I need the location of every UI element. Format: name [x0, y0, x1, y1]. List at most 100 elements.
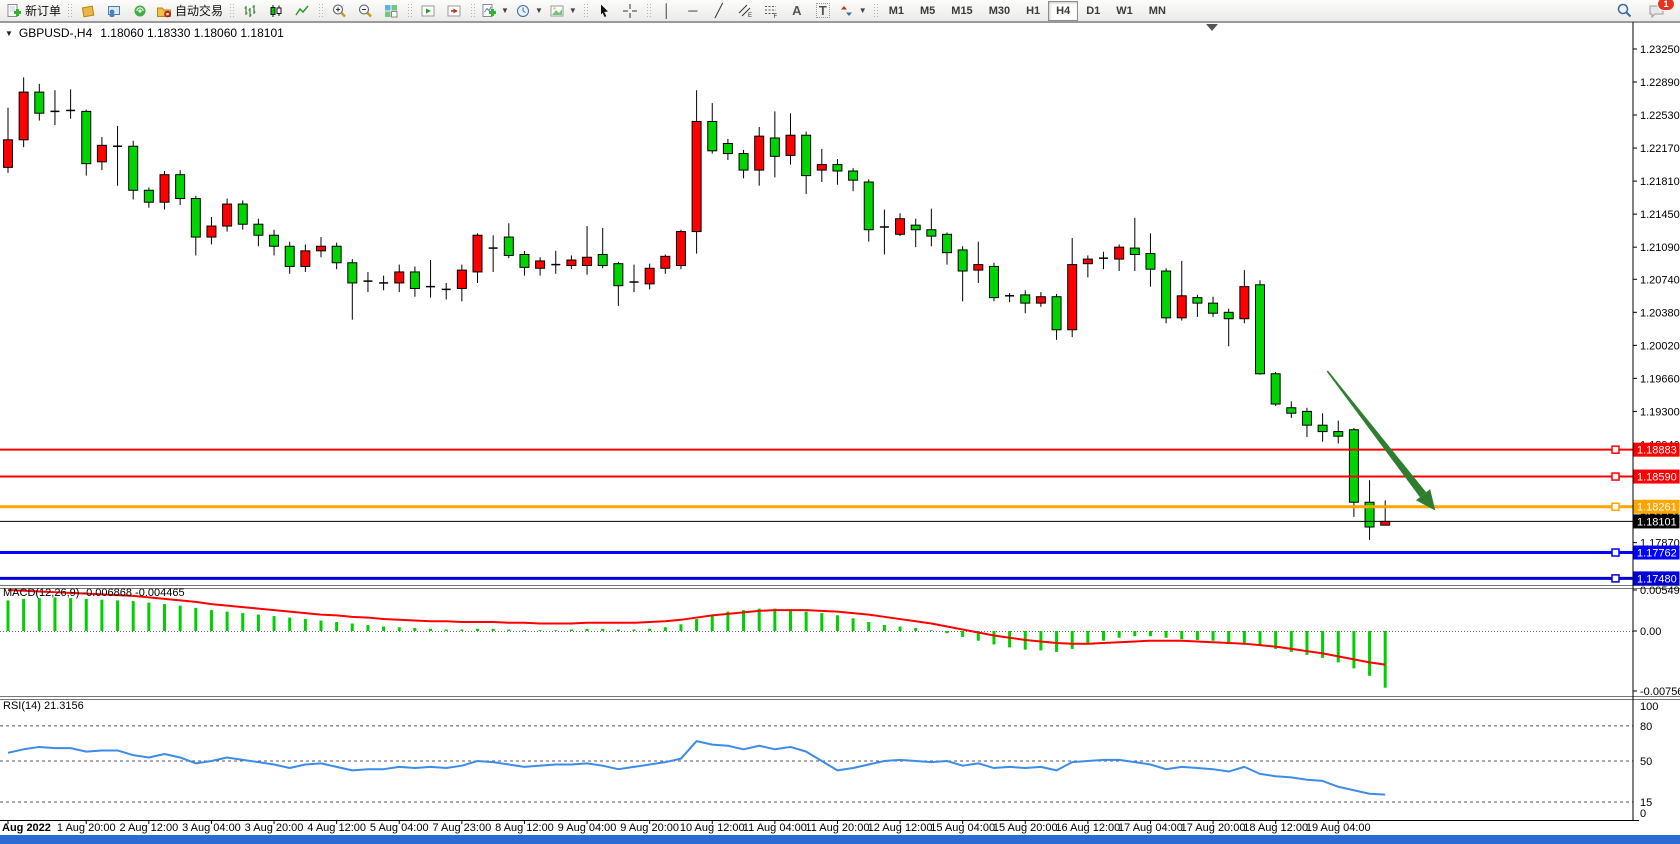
candle-up [1114, 246, 1125, 260]
bar-chart-mode-button[interactable] [237, 0, 263, 22]
time-axis-label: 11 Aug 04:00 [743, 822, 807, 834]
timeframe-button-M15[interactable]: M15 [951, 4, 973, 17]
arrows-tool-button[interactable]: ▼ [836, 0, 870, 22]
dropdown-arrow-icon: ▼ [501, 6, 509, 15]
dropdown-arrow-icon: ▼ [858, 6, 867, 15]
time-axis-label: 3 Aug 04:00 [182, 822, 241, 834]
periods-button[interactable]: ▼ [512, 0, 546, 22]
candle-down [1286, 407, 1297, 414]
candlestick-mode-button[interactable] [263, 0, 289, 22]
annotation-arrow-shaft[interactable] [1326, 370, 1427, 498]
chart-shift-button[interactable] [441, 0, 467, 22]
fibonacci-tool-button[interactable]: F [758, 0, 784, 22]
chart-context-arrow-icon: ▼ [5, 28, 13, 38]
candle-up [1067, 264, 1078, 331]
timeframe-button-M1[interactable]: M1 [888, 4, 904, 17]
price-axis-tick-label: 1.22170 [1640, 143, 1680, 155]
timeframe-button-D1[interactable]: D1 [1086, 4, 1101, 17]
channel-letter: E [748, 13, 752, 19]
candle-down [284, 245, 295, 267]
candle-down [347, 262, 358, 284]
candle-down [738, 153, 749, 171]
rsi-axis-label: 0 [1640, 808, 1646, 820]
dropdown-arrow-icon: ▼ [534, 6, 543, 15]
price-line-label: 1.18883 [1637, 445, 1677, 457]
horizontal-line-icon: ─ [688, 3, 698, 18]
crosshair-tool-button[interactable] [617, 0, 643, 22]
candle-up [3, 139, 13, 168]
new-chart-icon [80, 3, 96, 19]
chat-unread-badge: 1 [1657, 0, 1675, 11]
zoom-out-icon [357, 3, 373, 19]
indicators-button[interactable]: ▼ [478, 0, 512, 22]
price-axis-tick-label: 1.23250 [1640, 44, 1680, 56]
toolbar-grip [67, 2, 73, 19]
price-axis-tick-label: 1.20020 [1640, 340, 1680, 352]
time-axis-label: 1 Aug 20:00 [57, 822, 116, 834]
timeframe-button-H4[interactable]: H4 [1048, 0, 1079, 21]
price-axis-tick-label: 1.20380 [1640, 307, 1680, 319]
candle-up [394, 271, 405, 284]
timeframe-button-M30[interactable]: M30 [988, 4, 1011, 17]
candle-up [316, 245, 326, 252]
time-axis-label: 12 Aug 12:00 [868, 822, 933, 834]
macd-axis-label: -0.007562 [1640, 686, 1680, 698]
label-tool-button[interactable]: T [810, 0, 836, 22]
price-line-handle[interactable] [1611, 548, 1620, 557]
autotrading-button[interactable]: 自动交易 [153, 0, 226, 22]
price-line-handle[interactable] [1611, 574, 1620, 583]
time-axis-label: 17 Aug 20:00 [1181, 822, 1246, 834]
new-chart-button[interactable] [75, 0, 101, 22]
price-line-handle[interactable] [1611, 502, 1620, 511]
auto-scroll-button[interactable] [415, 0, 441, 22]
search-icon [1616, 2, 1633, 19]
annotation-arrow-head[interactable] [1415, 489, 1436, 511]
timeframe-button-W1[interactable]: W1 [1116, 4, 1133, 17]
profiles-button[interactable] [101, 0, 127, 22]
timeframe-button-H1[interactable]: H1 [1026, 4, 1041, 17]
time-axis-label: 11 Aug 20:00 [805, 822, 869, 834]
taskbar-strip [0, 835, 1680, 844]
templates-button[interactable]: ▼ [546, 0, 580, 22]
channel-tool-button[interactable]: E [732, 0, 758, 22]
line-chart-mode-button[interactable] [289, 0, 315, 22]
zoom-out-button[interactable] [352, 0, 378, 22]
trendline-tool-button[interactable]: ╱ [706, 0, 732, 22]
text-tool-button[interactable]: A [784, 0, 810, 22]
price-line-handle[interactable] [1611, 472, 1620, 481]
autotrading-icon [156, 3, 172, 19]
timeframe-button-MN[interactable]: MN [1148, 4, 1166, 17]
market-watch-button[interactable] [127, 0, 153, 22]
candle-up [96, 144, 107, 163]
price-line-handle[interactable] [1611, 445, 1620, 454]
candle-down [848, 170, 859, 181]
vertical-line-tool-button[interactable]: │ [654, 0, 680, 22]
timeframe-button-M5[interactable]: M5 [920, 4, 936, 17]
new-order-button[interactable]: 新订单 [3, 0, 64, 22]
price-axis-tick-label: 1.21450 [1640, 209, 1680, 221]
tile-windows-button[interactable] [378, 0, 404, 22]
candle-up [1176, 295, 1187, 319]
chat-button[interactable]: 1 [1643, 0, 1675, 22]
cursor-tool-button[interactable] [591, 0, 617, 22]
templates-icon [549, 3, 565, 19]
crosshair-icon [622, 3, 638, 19]
search-button[interactable] [1611, 0, 1637, 22]
dropdown-arrow-icon: ▼ [568, 6, 577, 15]
candle-down [175, 174, 186, 200]
price-line-label-box [1633, 545, 1680, 560]
market-watch-icon [132, 3, 148, 19]
candle-up [456, 269, 467, 289]
trendline-icon: ╱ [714, 3, 723, 18]
zoom-in-button[interactable] [326, 0, 352, 22]
timeframe-toolbar: M1 M5 M15 M30 H1 H4 D1 W1 MN [881, 0, 1174, 21]
chart-shift-marker[interactable] [1206, 24, 1218, 31]
candle-down [613, 263, 624, 287]
candlestick-icon [268, 3, 284, 19]
macd-indicator-label: MACD(12,26,9) -0.006868 -0.004465 [3, 587, 185, 599]
price-line-label: 1.18101 [1637, 516, 1677, 528]
horizontal-line-tool-button[interactable]: ─ [680, 0, 706, 22]
price-axis-tick-label: 1.20740 [1640, 274, 1680, 286]
text-tool-icon: A [792, 3, 802, 18]
